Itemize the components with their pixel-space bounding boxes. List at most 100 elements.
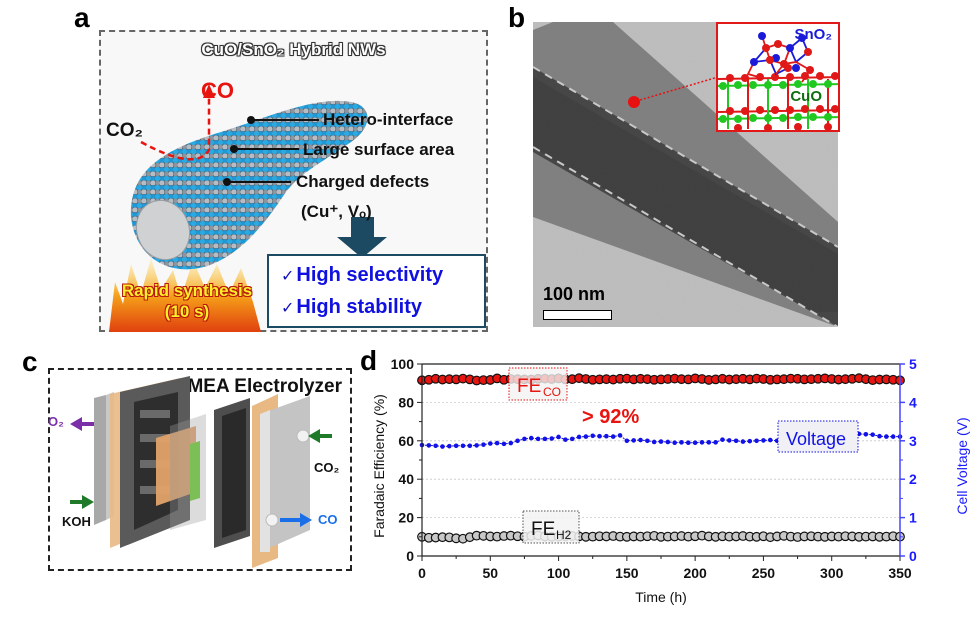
data-point: [583, 434, 589, 439]
highlights-box: ✓ High selectivity ✓ High stability: [267, 254, 486, 328]
data-point: [699, 440, 705, 445]
data-point: [576, 434, 582, 440]
data-point: [665, 439, 671, 445]
data-point: [863, 431, 869, 437]
co2-inlet-arrow-icon: [308, 429, 332, 443]
data-point: [761, 438, 766, 443]
data-point: [590, 433, 596, 439]
highlight-stability: High stability: [296, 296, 422, 318]
fe-h2-legend-box: FE H2: [522, 510, 580, 544]
data-point: [481, 442, 486, 447]
y-tick-label-right: 4: [909, 394, 917, 410]
data-point: [549, 436, 555, 441]
koh-label: KOH: [62, 514, 91, 529]
x-tick-label: 50: [482, 565, 498, 581]
x-tick-label: 150: [615, 565, 639, 581]
check-icon: ✓: [281, 268, 295, 285]
panel-a-schematic: CuO/SnO₂ Hybrid NWs: [99, 30, 488, 332]
panel-a-title: CuO/SnO₂ Hybrid NWs: [201, 40, 386, 59]
fe-co-legend-box: FE CO: [508, 367, 568, 401]
feature-defect-species: (Cu⁺, Vₒ): [301, 202, 372, 221]
data-point: [767, 437, 773, 443]
fe-co-annotation: > 92%: [582, 406, 639, 428]
marker-leader-line: [639, 76, 719, 101]
data-point: [501, 441, 507, 447]
o2-label: O₂: [48, 414, 64, 429]
axes: [421, 363, 901, 557]
data-point: [740, 439, 746, 444]
co-outlet-arrow-icon: [280, 513, 312, 527]
y-axis-label-right: Cell Voltage (V): [954, 417, 970, 514]
data-point: [692, 440, 698, 446]
x-tick-label: 200: [683, 565, 707, 581]
data-point: [870, 432, 875, 437]
co2-reactant-label: CO₂: [106, 120, 143, 141]
crystal-structure-graphic: [718, 32, 838, 130]
electrolyzer-exploded-view: [70, 376, 332, 568]
reaction-arrowhead: [203, 84, 215, 98]
data-point: [453, 443, 459, 449]
x-tick-label: 350: [888, 565, 912, 581]
rapid-synthesis-line2: (10 s): [164, 302, 210, 321]
data-point: [877, 433, 882, 439]
data-point: [460, 443, 466, 449]
feature-large-surface-area: Large surface area: [303, 140, 455, 159]
rapid-synthesis-label: Rapid synthesis (10 s): [107, 280, 267, 322]
fe-co-label-main: FE: [517, 376, 541, 397]
co2-inlet-label: CO₂: [314, 460, 340, 475]
data-point: [447, 443, 452, 449]
scale-bar: [543, 310, 612, 320]
fe-co-label-sub: CO: [543, 385, 561, 399]
y-tick-label-left: 80: [398, 394, 414, 410]
data-point: [679, 440, 684, 445]
y-tick-label-left: 60: [398, 433, 414, 449]
fe-h2-label-main: FE: [531, 519, 555, 540]
feature-hetero-interface: Hetero-interface: [323, 110, 454, 129]
series-fe-h2: [417, 530, 905, 544]
data-point: [556, 434, 561, 440]
inset-label-cuo: CuO: [790, 88, 822, 105]
scale-bar-label: 100 nm: [543, 284, 606, 304]
x-axis-label: Time (h): [635, 589, 687, 605]
data-point: [638, 437, 643, 443]
atomic-structure-inset: SnO₂ CuO: [716, 22, 840, 132]
panel-label-b: b: [508, 2, 526, 33]
data-point: [522, 436, 527, 442]
data-point: [686, 440, 691, 446]
panel-label-c: c: [22, 346, 38, 377]
data-point: [624, 438, 630, 444]
x-tick-label: 250: [752, 565, 776, 581]
highlight-item: ✓ High stability: [281, 296, 422, 319]
data-point: [651, 439, 657, 445]
data-point: [610, 434, 616, 439]
data-point: [597, 433, 602, 439]
y-tick-label-left: 40: [398, 471, 414, 487]
data-point: [487, 441, 493, 446]
y-axis-label-left: Faradaic Efficiency (%): [371, 394, 387, 538]
koh-inlet-arrow-icon: [70, 495, 94, 509]
data-point: [733, 438, 739, 444]
nanowire-core: [136, 199, 190, 261]
y-tick-label-right: 1: [909, 510, 917, 526]
gridlines: [422, 402, 900, 519]
data-point: [515, 438, 520, 444]
rapid-synthesis-line1: Rapid synthesis: [121, 281, 253, 300]
y-tick-label-right: 0: [909, 548, 917, 564]
data-point: [508, 440, 514, 446]
data-point: [528, 435, 534, 441]
nanowire-illustration: [109, 84, 387, 332]
data-point: [569, 436, 575, 442]
voltage-legend-box: Voltage: [777, 420, 859, 453]
y-tick-label-right: 5: [909, 356, 917, 372]
data-point: [747, 438, 753, 444]
data-point: [433, 443, 438, 449]
data-point: [713, 440, 718, 445]
panel-label-a: a: [74, 2, 90, 33]
data-point: [672, 440, 677, 446]
panel-d-stability-chart: d 0 50 100 150 200 250 300 35002040608010001234…: [360, 345, 970, 605]
data-point: [474, 443, 479, 448]
y-tick-label-left: 100: [391, 356, 415, 372]
data-point: [426, 443, 432, 448]
feature-leaders: [223, 116, 319, 186]
